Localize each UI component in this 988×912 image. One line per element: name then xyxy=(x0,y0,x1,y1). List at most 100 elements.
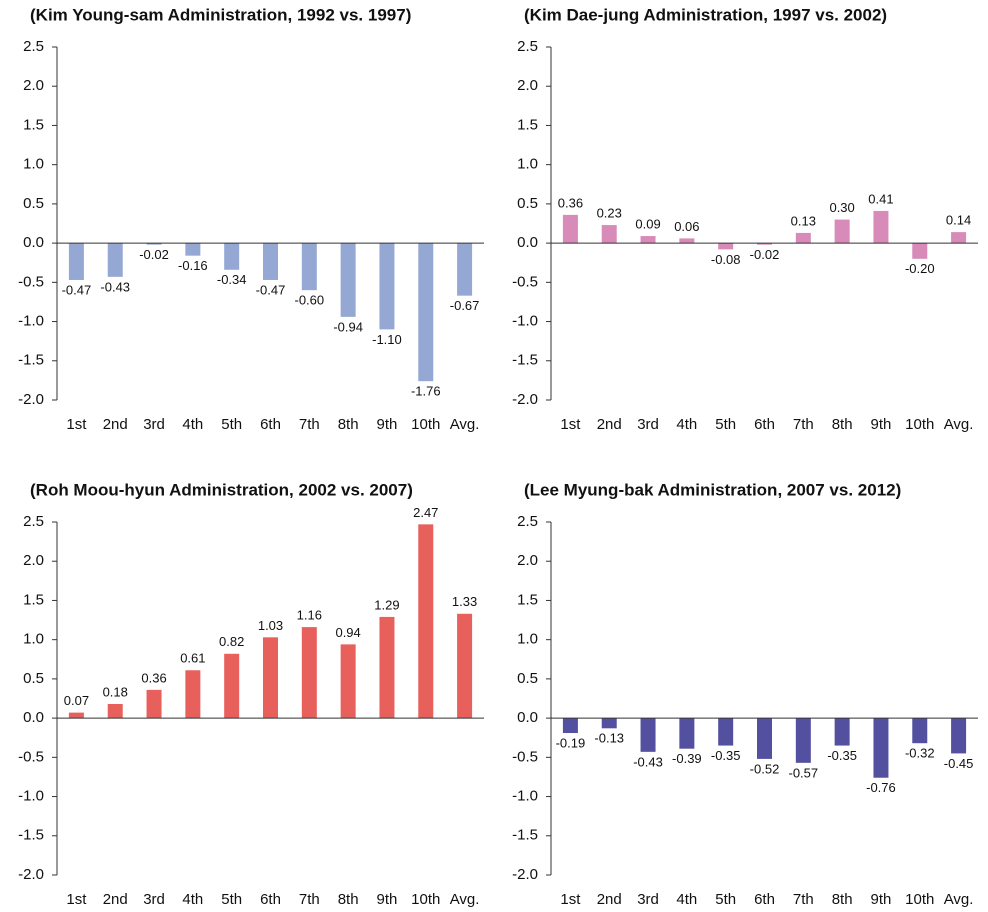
value-label: -0.20 xyxy=(905,261,935,276)
y-tick-label: 1.5 xyxy=(517,116,538,133)
bar xyxy=(457,243,473,296)
bar xyxy=(146,243,162,245)
value-label: 2.47 xyxy=(413,505,438,520)
value-label: 1.03 xyxy=(258,618,283,633)
y-tick-label: 2.0 xyxy=(23,77,44,94)
bar xyxy=(795,232,811,244)
x-tick-label: 3rd xyxy=(637,416,659,433)
y-tick-label: 0.0 xyxy=(517,234,538,251)
value-label: -0.34 xyxy=(217,272,247,287)
y-tick-label: 0.5 xyxy=(517,195,538,212)
y-tick-label: 1.0 xyxy=(517,156,538,173)
chart-title: (Roh Moou-hyun Administration, 2002 vs. … xyxy=(30,480,413,499)
value-label: -0.43 xyxy=(633,754,663,769)
value-label: 0.23 xyxy=(597,206,622,221)
x-tick-label: 4th xyxy=(676,891,697,908)
x-tick-label: 3rd xyxy=(143,891,165,908)
bar xyxy=(757,243,772,245)
x-tick-label: 8th xyxy=(338,416,359,433)
value-label: 0.36 xyxy=(141,670,166,685)
y-tick-label: 2.0 xyxy=(517,77,538,94)
value-label: 0.41 xyxy=(868,191,893,206)
bar xyxy=(340,644,356,719)
value-label: 1.29 xyxy=(374,597,399,612)
bar xyxy=(224,243,240,270)
value-label: -0.19 xyxy=(556,735,586,750)
value-label: -0.43 xyxy=(100,279,130,294)
x-tick-label: 10th xyxy=(411,416,440,433)
x-tick-label: 9th xyxy=(377,416,398,433)
chart-title: (Lee Myung-bak Administration, 2007 vs. … xyxy=(524,480,901,499)
x-tick-label: 7th xyxy=(299,891,320,908)
value-label: -0.32 xyxy=(905,746,935,761)
y-tick-label: -0.5 xyxy=(18,273,44,290)
bar xyxy=(562,718,578,734)
x-tick-label: 4th xyxy=(182,891,203,908)
value-label: -1.10 xyxy=(372,332,402,347)
x-tick-label: 5th xyxy=(221,891,242,908)
x-tick-label: 3rd xyxy=(143,416,165,433)
x-tick-label: 2nd xyxy=(103,891,128,908)
y-tick-label: 1.5 xyxy=(517,591,538,608)
y-tick-label: 1.0 xyxy=(23,631,44,648)
y-tick-label: -1.0 xyxy=(18,313,44,330)
y-tick-label: 0.5 xyxy=(23,195,44,212)
x-tick-label: 2nd xyxy=(597,891,622,908)
value-label: -0.39 xyxy=(672,751,702,766)
x-tick-label: Avg. xyxy=(450,416,480,433)
value-label: 0.06 xyxy=(674,219,699,234)
x-tick-label: Avg. xyxy=(944,891,974,908)
x-tick-label: 7th xyxy=(299,416,320,433)
y-tick-label: 2.5 xyxy=(517,513,538,530)
x-tick-label: 4th xyxy=(182,416,203,433)
y-tick-label: 0.0 xyxy=(23,234,44,251)
y-tick-label: -0.5 xyxy=(512,273,538,290)
y-tick-label: 2.5 xyxy=(23,513,44,530)
x-tick-label: 10th xyxy=(905,891,934,908)
x-tick-label: 9th xyxy=(871,891,892,908)
bar xyxy=(951,718,967,754)
bar xyxy=(185,243,201,256)
x-tick-label: 6th xyxy=(260,891,281,908)
x-tick-label: 6th xyxy=(754,891,775,908)
y-tick-label: -1.5 xyxy=(512,352,538,369)
bar xyxy=(457,613,473,719)
y-tick-label: -1.5 xyxy=(18,352,44,369)
value-label: -0.45 xyxy=(944,756,974,771)
value-label: 0.82 xyxy=(219,634,244,649)
bar xyxy=(601,718,617,729)
x-tick-label: Avg. xyxy=(944,416,974,433)
value-label: -0.02 xyxy=(139,247,169,262)
value-label: 0.61 xyxy=(180,651,205,666)
x-tick-label: 8th xyxy=(832,416,853,433)
value-label: 1.33 xyxy=(452,594,477,609)
bar xyxy=(640,236,656,244)
bar xyxy=(68,243,84,280)
bar xyxy=(757,718,772,759)
bar xyxy=(107,243,123,277)
bar xyxy=(263,243,278,280)
bar xyxy=(418,243,434,382)
x-tick-label: 1st xyxy=(560,416,581,433)
value-label: 0.14 xyxy=(946,213,971,228)
x-tick-label: 1st xyxy=(66,416,87,433)
bar xyxy=(379,243,395,330)
bar xyxy=(873,718,889,778)
x-tick-label: 9th xyxy=(871,416,892,433)
bar xyxy=(601,225,617,244)
y-tick-label: -1.0 xyxy=(512,313,538,330)
value-label: -0.35 xyxy=(711,748,741,763)
x-tick-label: 8th xyxy=(338,891,359,908)
x-tick-label: 1st xyxy=(66,891,87,908)
bar xyxy=(185,670,201,719)
y-tick-label: -1.5 xyxy=(18,827,44,844)
bar xyxy=(418,524,434,719)
x-tick-label: 5th xyxy=(715,416,736,433)
bar xyxy=(679,238,695,244)
y-tick-label: -1.0 xyxy=(512,788,538,805)
value-label: -0.02 xyxy=(750,247,780,262)
value-label: -0.47 xyxy=(256,282,286,297)
bar xyxy=(873,210,889,244)
x-tick-label: 7th xyxy=(793,891,814,908)
value-label: 1.16 xyxy=(297,608,322,623)
